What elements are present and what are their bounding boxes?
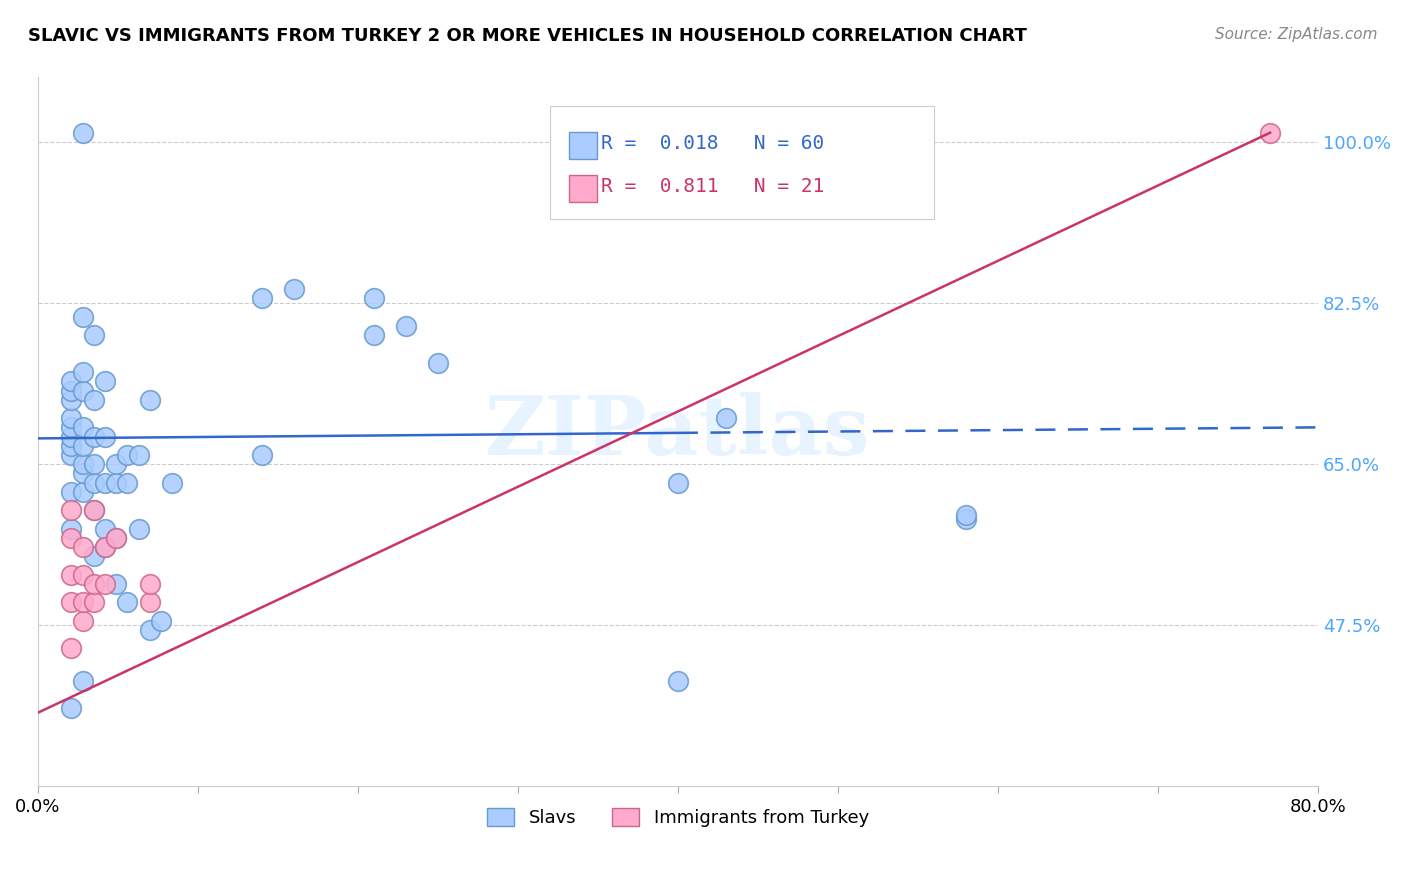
FancyBboxPatch shape (569, 132, 598, 159)
Point (128, 448, 150, 462)
Point (94, 374, 117, 388)
Point (60, 567, 83, 582)
Point (60, 392, 83, 407)
Point (72, 614, 94, 628)
Point (83, 503, 105, 517)
Point (83, 503, 105, 517)
Point (395, 319, 418, 334)
Text: R =  0.018   N = 60: R = 0.018 N = 60 (602, 134, 824, 153)
Text: R =  0.811   N = 21: R = 0.811 N = 21 (602, 177, 824, 195)
Point (72, 595, 94, 609)
Point (72, 126, 94, 140)
Point (60, 503, 83, 517)
Point (250, 448, 273, 462)
Point (1258, 126, 1281, 140)
Point (60, 411, 83, 425)
Point (363, 328, 385, 343)
Point (60, 531, 83, 545)
Point (60, 522, 83, 536)
Point (72, 439, 94, 453)
FancyBboxPatch shape (569, 175, 598, 202)
Point (149, 614, 172, 628)
Point (94, 522, 117, 536)
Point (363, 292, 385, 306)
Point (138, 595, 160, 609)
Point (138, 577, 160, 591)
Point (72, 467, 94, 481)
Text: Source: ZipAtlas.com: Source: ZipAtlas.com (1215, 27, 1378, 42)
Point (94, 475, 117, 490)
Point (83, 577, 105, 591)
Point (60, 374, 83, 388)
Point (138, 392, 160, 407)
Legend: Slavs, Immigrants from Turkey: Slavs, Immigrants from Turkey (479, 800, 876, 834)
Point (105, 475, 128, 490)
Point (666, 475, 689, 490)
Point (72, 484, 94, 499)
Point (60, 429, 83, 443)
Point (83, 549, 105, 564)
Point (72, 457, 94, 471)
Point (60, 701, 83, 715)
Point (105, 457, 128, 471)
Point (117, 475, 139, 490)
Point (283, 282, 305, 296)
Point (105, 531, 128, 545)
Point (128, 522, 150, 536)
Point (60, 384, 83, 398)
Point (955, 508, 977, 522)
Point (72, 673, 94, 688)
Text: ZIPatlas: ZIPatlas (485, 392, 870, 472)
Point (83, 595, 105, 609)
Point (105, 577, 128, 591)
Point (72, 567, 94, 582)
Point (60, 448, 83, 462)
Point (83, 328, 105, 343)
Point (138, 623, 160, 637)
Point (60, 484, 83, 499)
Point (160, 475, 183, 490)
Point (72, 540, 94, 554)
Point (72, 365, 94, 379)
Point (426, 356, 449, 370)
Point (72, 310, 94, 324)
Text: SLAVIC VS IMMIGRANTS FROM TURKEY 2 OR MORE VEHICLES IN HOUSEHOLD CORRELATION CHA: SLAVIC VS IMMIGRANTS FROM TURKEY 2 OR MO… (28, 27, 1026, 45)
Point (94, 540, 117, 554)
Point (83, 457, 105, 471)
Point (72, 384, 94, 398)
Point (83, 429, 105, 443)
Point (60, 439, 83, 453)
Point (83, 392, 105, 407)
Point (60, 595, 83, 609)
Point (105, 531, 128, 545)
FancyBboxPatch shape (550, 106, 934, 219)
Point (955, 512, 977, 526)
Point (250, 292, 273, 306)
Point (666, 673, 689, 688)
Point (94, 577, 117, 591)
Point (117, 595, 139, 609)
Point (117, 448, 139, 462)
Point (83, 475, 105, 490)
Point (94, 540, 117, 554)
Point (714, 411, 737, 425)
Point (72, 420, 94, 434)
Point (60, 641, 83, 656)
Point (94, 429, 117, 443)
Point (60, 420, 83, 434)
